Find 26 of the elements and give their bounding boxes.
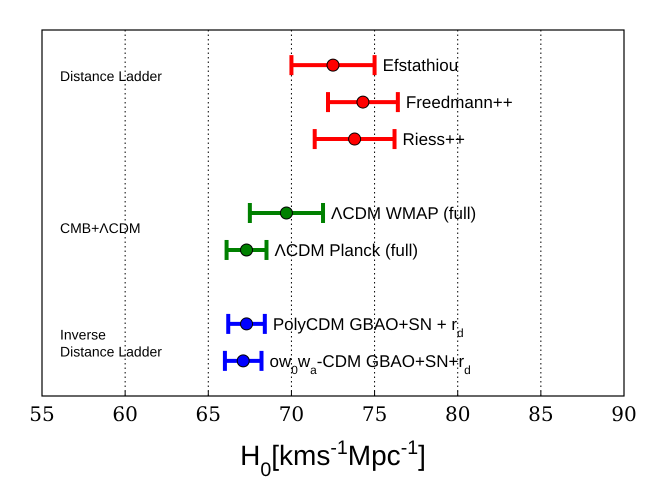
text: Freedmann++ (406, 93, 513, 112)
text: Riess++ (402, 130, 465, 150)
point (240, 243, 254, 256)
x-tick-label: 70 (278, 402, 304, 426)
text: ΛCDM WMAP (full) (331, 204, 476, 223)
point (356, 96, 370, 109)
annotation: Distance Ladder (60, 68, 162, 84)
point (348, 132, 362, 146)
point (280, 206, 293, 220)
x-tick-label: 85 (528, 402, 554, 426)
series-label: PolyCDM GBAO+SN + r$_{d}$ (272, 314, 464, 340)
x-tick-label: 55 (29, 402, 55, 426)
x-axis-title: H$_{0}$[kms$^{-1}$Mpc$^{-1}$] (240, 437, 426, 481)
series-label: ow$_{0}$w$_{a}$-CDM GBAO+SN+r$_{d}$ (269, 352, 471, 377)
point (236, 354, 250, 368)
text: Efstathiou (382, 56, 458, 76)
point (326, 58, 340, 72)
point (240, 317, 254, 330)
series-label: ΛCDM Planck (full) (274, 240, 418, 260)
annotation: Inverse Distance Ladder (60, 326, 162, 360)
annotation: CMB+ΛCDM (60, 220, 141, 236)
x-tick-label: 80 (444, 402, 470, 426)
x-tick-label: 90 (611, 402, 637, 426)
x-tick-label: 65 (196, 402, 222, 426)
x-tick-label: 60 (112, 402, 138, 426)
x-tick-label: 75 (362, 402, 388, 426)
